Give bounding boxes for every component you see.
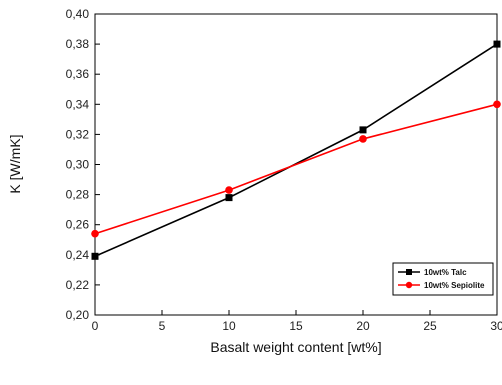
data-point <box>91 229 99 238</box>
y-tick-label: 0,20 <box>66 308 90 322</box>
data-point <box>493 40 501 48</box>
data-point <box>225 186 233 194</box>
legend-label: 10wt% Talc <box>424 268 467 277</box>
legend: 10wt% Talc 10wt% Sepiolite <box>392 262 494 296</box>
y-axis-ticks: 0,20 0,22 0,24 0,26 0,28 0,30 0,32 0,34 0,36 0,38… <box>66 7 100 322</box>
y-tick-label: 0,38 <box>66 37 90 51</box>
x-tick-label: 25 <box>423 319 437 333</box>
x-tick-label: 20 <box>356 319 370 333</box>
x-axis-title: Basalt weight content [wt%] <box>210 339 381 355</box>
x-tick-label: 15 <box>289 319 303 333</box>
y-axis-title: K [W/mK] <box>7 134 23 193</box>
data-point <box>359 135 367 143</box>
y-tick-label: 0,28 <box>66 188 90 202</box>
series-line <box>94 103 498 235</box>
data-point <box>91 252 99 260</box>
data-point <box>225 194 233 202</box>
legend-marker <box>405 281 413 289</box>
series-layer <box>91 40 501 260</box>
data-point <box>359 126 367 134</box>
legend-label: 10wt% Sepiolite <box>424 281 485 290</box>
y-tick-label: 0,40 <box>66 7 90 21</box>
x-tick-label: 5 <box>159 319 166 333</box>
y-tick-label: 0,22 <box>66 278 90 292</box>
series-line <box>94 43 498 258</box>
legend-box <box>392 262 494 296</box>
y-tick-label: 0,30 <box>66 158 90 172</box>
y-tick-label: 0,36 <box>66 67 90 81</box>
x-tick-label: 10 <box>222 319 236 333</box>
x-axis-ticks: 0 5 10 15 20 25 30 <box>92 310 502 333</box>
y-tick-label: 0,26 <box>66 218 90 232</box>
y-tick-label: 0,32 <box>66 127 90 141</box>
legend-marker <box>406 269 412 275</box>
y-tick-label: 0,34 <box>66 97 90 111</box>
x-tick-label: 30 <box>490 319 502 333</box>
y-tick-label: 0,24 <box>66 248 90 262</box>
x-tick-label: 0 <box>92 319 99 333</box>
data-point <box>493 100 501 109</box>
